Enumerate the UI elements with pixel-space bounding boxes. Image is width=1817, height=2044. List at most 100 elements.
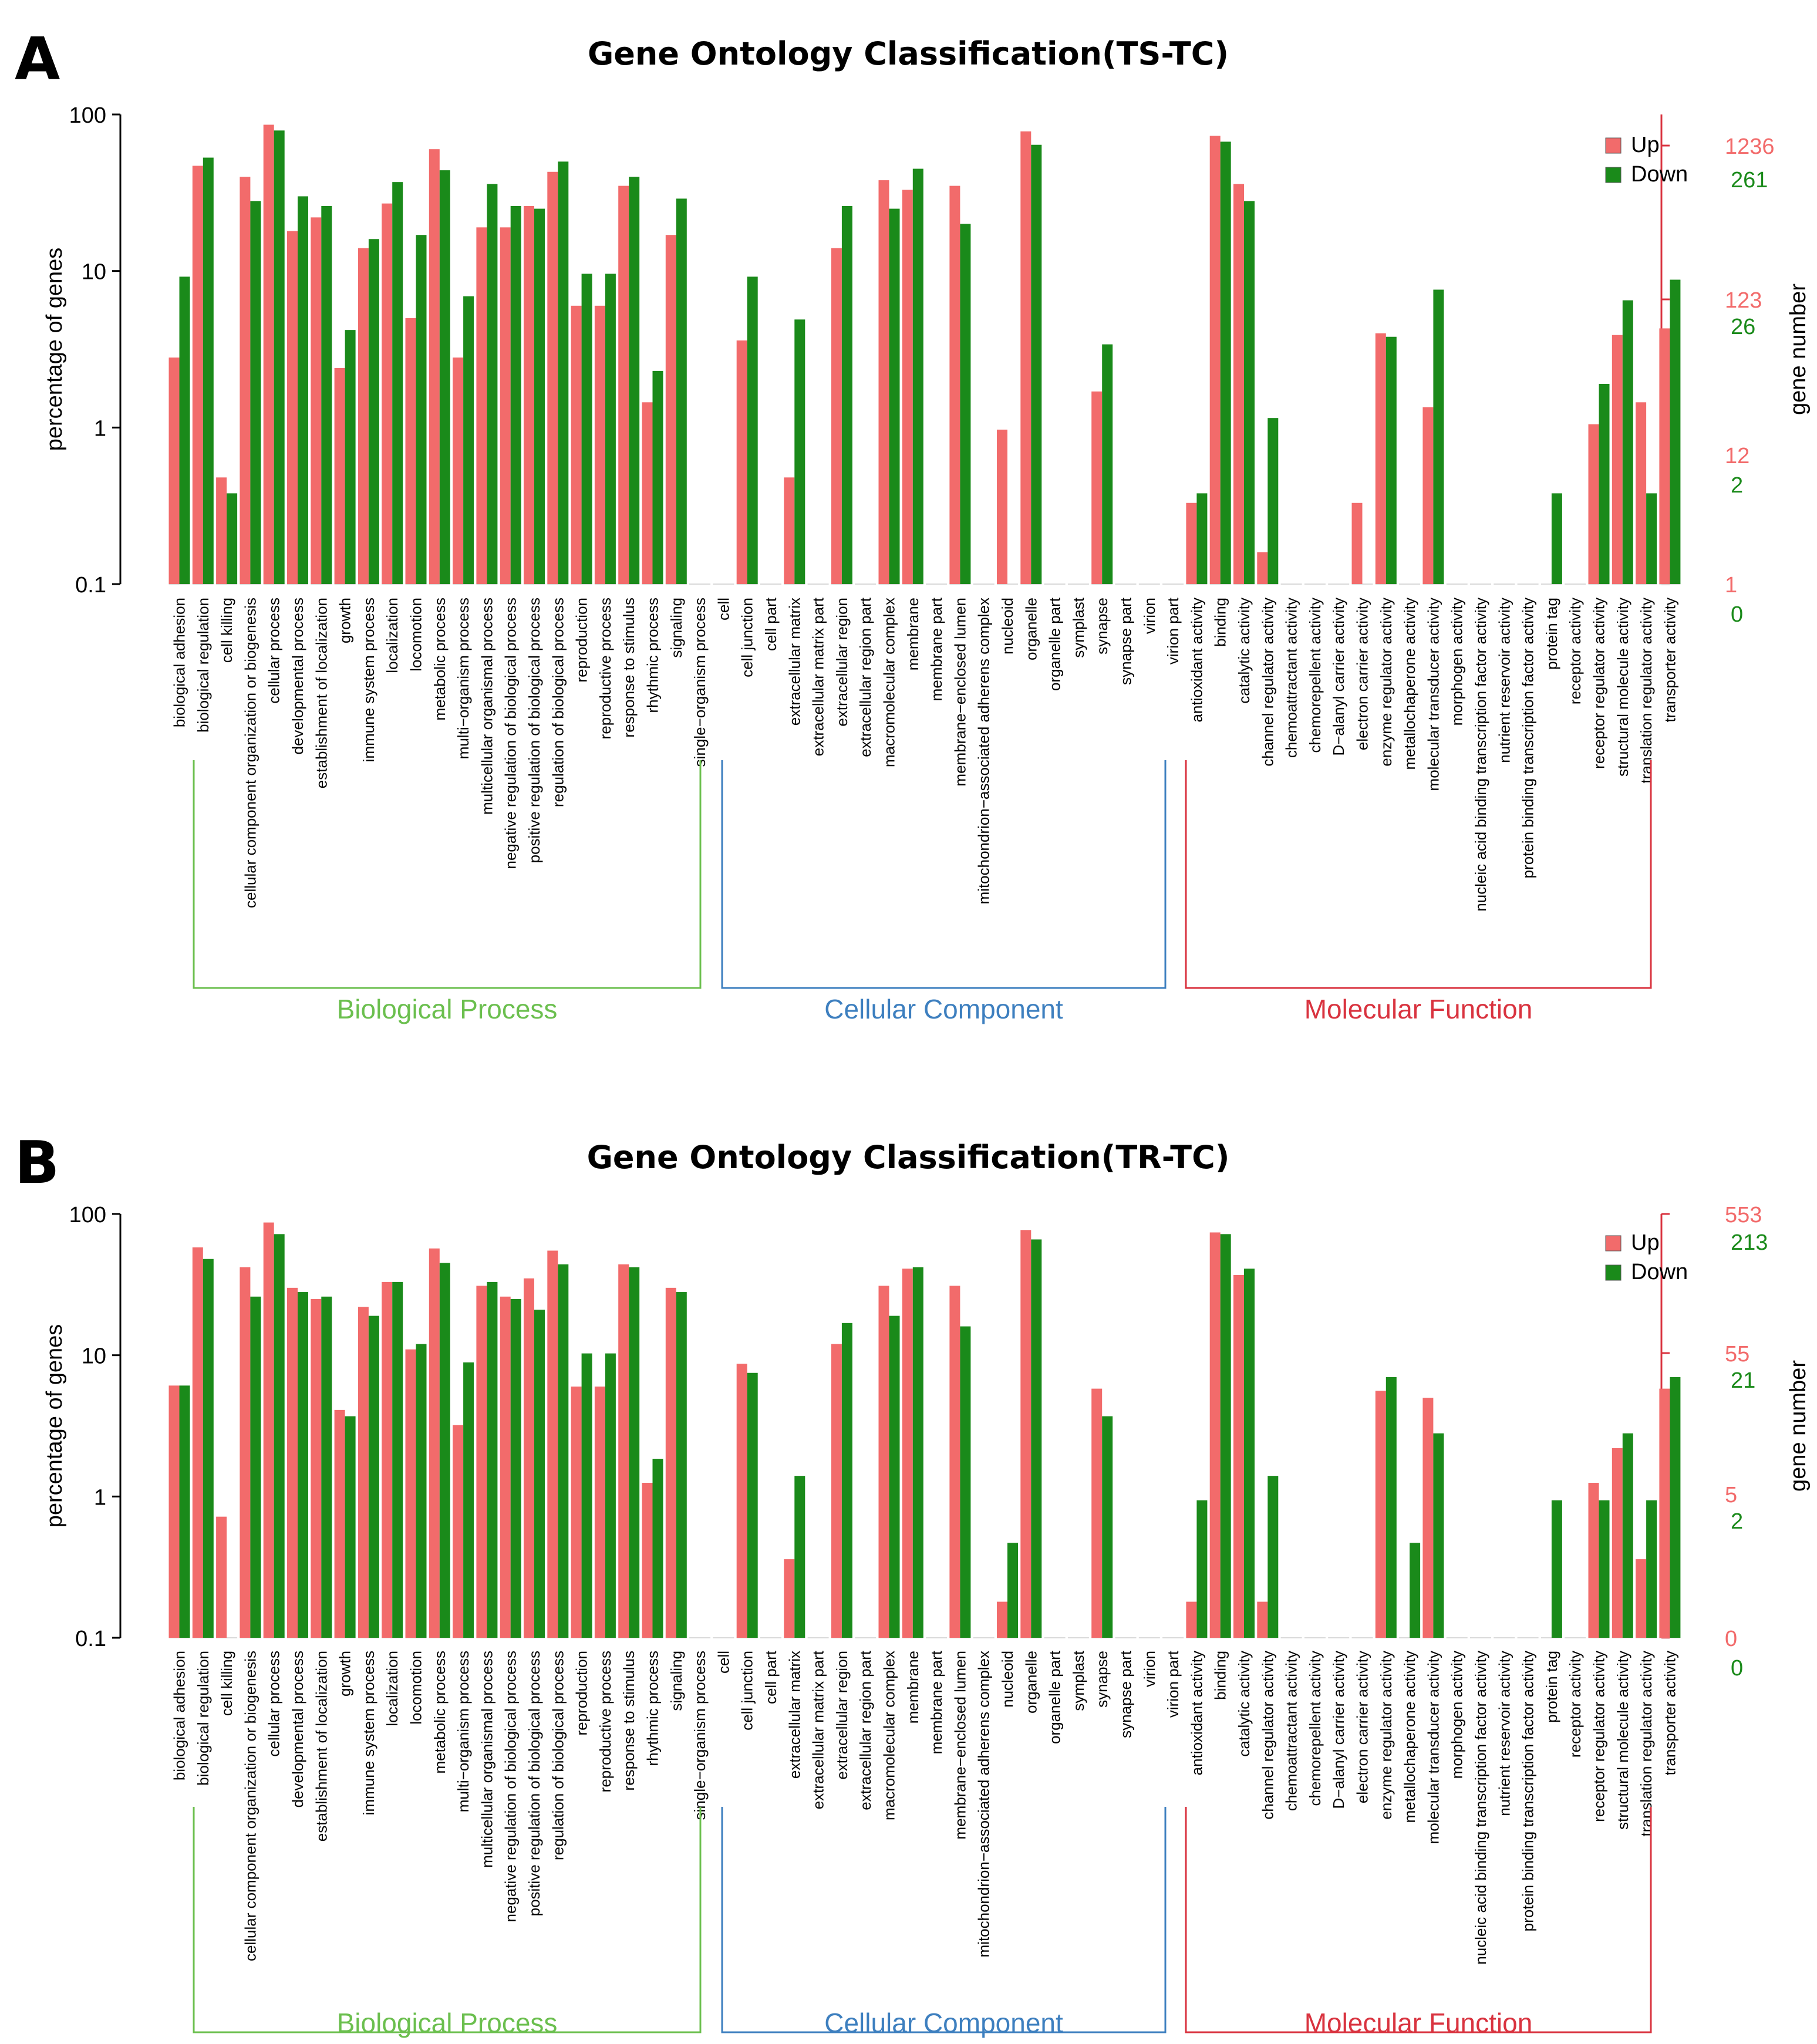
category-label: organelle part (1046, 1650, 1064, 1744)
bar-down-7 (345, 330, 356, 584)
category-label: electron carrier activity (1354, 1651, 1371, 1803)
category-label: D−alanyl carrier activity (1330, 598, 1347, 755)
category-label: channel regulator activity (1259, 1651, 1276, 1820)
category-label: regulation of biological process (549, 598, 567, 807)
category-label: developmental process (289, 1651, 306, 1807)
bar-down-39 (1102, 344, 1113, 584)
category-label: negative regulation of biological proces… (502, 598, 520, 869)
legend-swatch-up (1605, 137, 1622, 154)
y-tick-label: 0.1 (75, 573, 106, 598)
bar-up-60 (1588, 424, 1599, 584)
y2-tick-label-up: 553 (1725, 1203, 1762, 1227)
bar-down-19 (629, 1267, 640, 1638)
category-label: molecular transducer activity (1424, 1651, 1442, 1844)
bar-up-7 (334, 1409, 345, 1638)
y2-tick-label-down: 26 (1731, 315, 1755, 339)
bar-down-28 (841, 1323, 852, 1638)
bar-up-31 (902, 190, 913, 585)
category-label: receptor regulator activity (1590, 1651, 1608, 1822)
category-label: cell (714, 598, 732, 620)
bar-up-45 (1233, 1274, 1244, 1638)
category-label: synapse part (1117, 597, 1135, 685)
bar-up-30 (878, 1286, 889, 1638)
legend-swatch-down (1605, 167, 1622, 183)
bar-up-20 (642, 1483, 653, 1638)
panel-letter: A (15, 25, 60, 93)
bar-up-9 (382, 1281, 393, 1638)
bar-up-0 (168, 357, 180, 584)
category-label: virion part (1164, 1650, 1182, 1718)
category-label: symplast (1070, 597, 1087, 657)
bar-down-24 (747, 276, 758, 584)
y-tick-label: 1 (94, 416, 106, 441)
category-label: protein binding transcription factor act… (1519, 598, 1537, 878)
bar-up-17 (571, 1387, 582, 1638)
category-label: nutrient reservoir activity (1495, 598, 1513, 763)
bar-down-0 (179, 276, 190, 584)
category-label: extracellular matrix (786, 1651, 803, 1779)
bar-up-53 (1422, 407, 1434, 584)
bar-up-21 (665, 1287, 676, 1638)
category-label: reproductive process (596, 1651, 614, 1792)
y2-axis-label: gene number (1786, 1360, 1811, 1492)
bar-up-46 (1257, 1601, 1268, 1638)
chart-title: Gene Ontology Classification(TR-TC) (587, 1139, 1230, 1176)
category-label: enzyme regulator activity (1377, 1651, 1395, 1820)
y-axis-label: percentage of genes (42, 1324, 67, 1528)
y2-tick-label-up: 1 (1725, 573, 1737, 598)
bar-down-14 (510, 1298, 521, 1638)
category-label: reproduction (573, 598, 591, 683)
bar-down-58 (1551, 1500, 1562, 1638)
category-label: protein binding transcription factor act… (1519, 1651, 1537, 1931)
bar-up-2 (216, 477, 227, 584)
bar-down-11 (439, 1263, 450, 1638)
bar-down-18 (605, 274, 616, 584)
bar-up-62 (1636, 1559, 1647, 1638)
bar-up-33 (949, 1286, 960, 1638)
bar-up-61 (1612, 335, 1623, 584)
bar-up-35 (997, 429, 1007, 584)
category-label: reproductive process (596, 598, 614, 739)
bar-up-16 (547, 171, 558, 584)
legend-swatch-down (1605, 1264, 1622, 1281)
bar-up-7 (334, 367, 345, 584)
category-label: rhythmic process (644, 1651, 662, 1766)
bar-down-15 (534, 208, 545, 584)
bar-down-43 (1196, 1500, 1208, 1638)
bar-down-14 (510, 206, 521, 585)
bar-down-16 (558, 161, 569, 584)
bar-up-33 (949, 185, 960, 584)
y-axis-label: percentage of genes (42, 248, 67, 451)
category-label: membrane part (928, 1650, 945, 1754)
bar-down-4 (274, 130, 285, 584)
bar-down-1 (203, 157, 214, 584)
bar-up-26 (784, 477, 795, 584)
y-tick-label: 10 (82, 1344, 106, 1369)
y2-axis-label: gene number (1786, 284, 1811, 415)
y2-tick-label-up: 55 (1725, 1342, 1749, 1367)
category-label: multicellular organismal process (478, 598, 495, 815)
category-label: negative regulation of biological proces… (502, 1651, 520, 1922)
bar-down-10 (416, 235, 427, 584)
category-label: growth (336, 1651, 354, 1696)
bar-up-18 (594, 1387, 605, 1638)
bar-up-4 (263, 1222, 274, 1638)
category-label: virion (1141, 1651, 1158, 1687)
bar-down-31 (912, 168, 923, 584)
category-label: localization (383, 598, 401, 673)
bar-down-51 (1385, 336, 1397, 584)
category-label: positive regulation of biological proces… (525, 1651, 543, 1916)
bar-up-10 (405, 318, 416, 584)
bar-down-15 (534, 1310, 545, 1638)
y-tick-label: 100 (69, 103, 106, 128)
bar-down-53 (1433, 1433, 1444, 1638)
bar-down-33 (960, 1326, 971, 1638)
category-label: extracellular matrix part (810, 1650, 827, 1809)
group-bracket-1 (721, 760, 1167, 989)
y2-tick-label-down: 0 (1731, 1656, 1743, 1681)
bar-down-17 (581, 274, 592, 584)
bar-up-3 (240, 1267, 251, 1638)
bar-up-63 (1659, 1388, 1670, 1638)
bar-up-28 (831, 1344, 842, 1638)
